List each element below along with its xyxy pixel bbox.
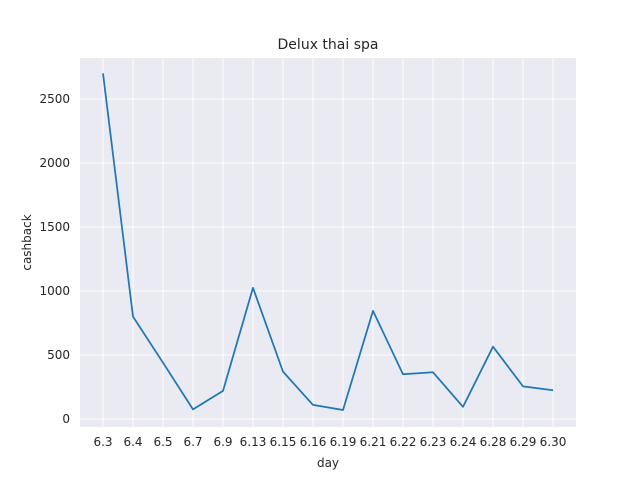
x-tick-label: 6.3 [93,435,112,449]
x-tick-label: 6.13 [240,435,267,449]
x-tick-label: 6.4 [123,435,142,449]
y-tick-label: 1000 [39,284,70,298]
series-line [102,73,554,411]
x-tick-label: 6.30 [540,435,567,449]
x-axis-label: day [317,456,339,470]
y-tick-label: 0 [62,412,70,426]
y-axis-label: cashback [20,214,34,270]
x-tick-label: 6.9 [213,435,232,449]
y-tick-label: 1500 [39,220,70,234]
grid-lines [80,58,576,427]
x-tick-label: 6.21 [360,435,387,449]
x-tick-label: 6.22 [390,435,417,449]
chart-title: Delux thai spa [278,37,379,53]
y-tick-label: 500 [47,348,70,362]
plot-area [80,58,576,427]
x-tick-label: 6.15 [270,435,297,449]
x-tick-labels: 6.3 6.4 6.5 6.7 6.9 6.13 6.15 6.16 6.19 6.21 6.22 6… [93,435,566,449]
y-tick-labels: 0 500 1000 1500 2000 2500 [39,92,70,426]
y-tick-label: 2000 [39,156,70,170]
x-tick-label: 6.28 [480,435,507,449]
x-tick-label: 6.7 [183,435,202,449]
y-tick-label: 2500 [39,92,70,106]
x-tick-label: 6.29 [510,435,537,449]
series-layer [102,73,554,411]
x-tick-label: 6.5 [153,435,172,449]
x-tick-label: 6.24 [450,435,477,449]
x-tick-label: 6.19 [330,435,357,449]
x-tick-label: 6.16 [300,435,327,449]
x-tick-label: 6.23 [420,435,447,449]
